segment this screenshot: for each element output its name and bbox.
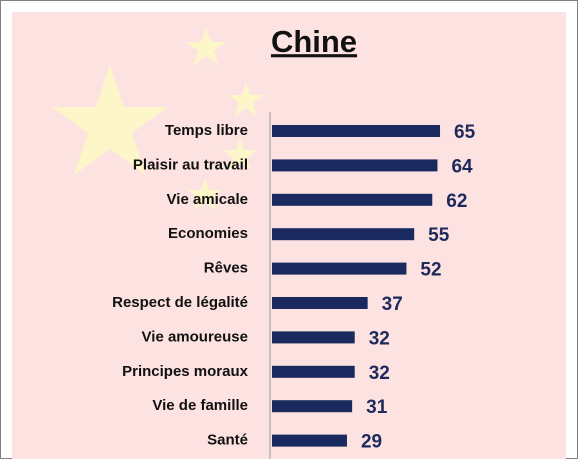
- category-label: Vie amoureuse: [142, 328, 248, 345]
- flag-stars: [52, 28, 264, 210]
- bar: [272, 193, 433, 206]
- category-label: Principes moraux: [122, 363, 249, 380]
- big-star: [52, 65, 168, 175]
- value-label: 37: [382, 294, 403, 315]
- bar: [272, 297, 368, 309]
- value-label: 32: [369, 363, 390, 384]
- bar: [272, 159, 438, 172]
- value-label: 32: [369, 328, 390, 349]
- value-label: 62: [446, 191, 467, 212]
- bar: [272, 228, 415, 241]
- value-label: 52: [420, 260, 441, 281]
- value-label: 65: [454, 122, 476, 143]
- category-label: Vie de famille: [152, 397, 248, 414]
- small-star: [186, 28, 226, 65]
- chart-title: Chine: [271, 24, 357, 59]
- value-label: 29: [361, 432, 382, 453]
- bar: [272, 434, 347, 447]
- category-label: Vie amicale: [167, 191, 248, 208]
- category-label: Respect de légalité: [112, 294, 248, 311]
- bar: [272, 365, 355, 378]
- bar: [272, 262, 407, 275]
- category-label: Santé: [207, 432, 248, 449]
- value-label: 55: [428, 225, 450, 246]
- value-label: 31: [366, 397, 388, 418]
- category-label: Plaisir au travail: [133, 156, 248, 173]
- small-star: [188, 178, 222, 210]
- small-star: [228, 82, 264, 116]
- category-label: Rêves: [204, 260, 248, 277]
- bar: [272, 400, 353, 413]
- category-label: Temps libre: [165, 122, 248, 139]
- value-label: 64: [451, 156, 473, 177]
- bar: [272, 125, 441, 137]
- small-star: [223, 138, 257, 170]
- bar: [272, 331, 355, 344]
- category-label: Economies: [168, 225, 248, 242]
